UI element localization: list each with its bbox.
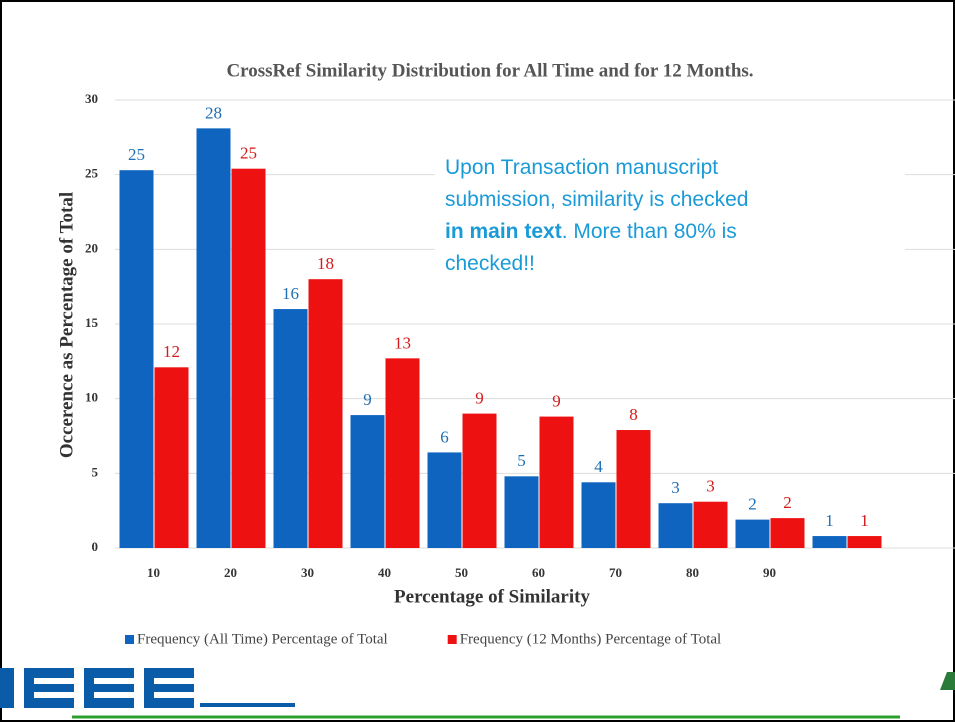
value-label: 4: [594, 457, 603, 476]
bar: [504, 476, 539, 548]
y-tick-label: 25: [85, 166, 99, 181]
y-tick-label: 20: [85, 240, 98, 255]
bar: [770, 518, 805, 548]
value-label: 16: [282, 284, 299, 303]
value-label: 9: [475, 389, 484, 408]
bar: [427, 452, 462, 548]
value-label: 1: [860, 511, 869, 530]
annotation: submission, similarity is checked: [445, 188, 748, 211]
annotation-line: checked!!: [445, 252, 535, 275]
value-label: 25: [240, 144, 257, 163]
annotation-line: . More than 80% is: [562, 220, 737, 243]
x-tick-label: 30: [301, 565, 314, 580]
bar: [231, 168, 266, 548]
bar: [658, 503, 693, 548]
bar: [308, 279, 343, 548]
value-label: 2: [783, 493, 792, 512]
bar: [462, 413, 497, 548]
value-label: 1: [825, 511, 834, 530]
value-label: 9: [363, 390, 372, 409]
chart-title: CrossRef Similarity Distribution for All…: [226, 60, 753, 81]
annotation: checked!!: [445, 252, 535, 275]
annotation-line: Upon Transaction manuscript: [445, 156, 718, 179]
value-label: 8: [629, 405, 638, 424]
value-label: 3: [706, 477, 715, 496]
y-tick-label: 10: [85, 390, 98, 405]
value-label: 3: [671, 478, 680, 497]
bar: [693, 501, 728, 548]
bar: [847, 536, 882, 548]
x-tick-label: 80: [686, 565, 699, 580]
value-label: 12: [163, 342, 180, 361]
legend-label: Frequency (All Time) Percentage of Total: [137, 631, 388, 647]
y-tick-label: 0: [92, 539, 99, 554]
annotation: in main text. More than 80% is: [445, 220, 737, 243]
bar: [539, 416, 574, 548]
bar: [735, 519, 770, 548]
bar: [385, 358, 420, 548]
logo: [0, 668, 295, 708]
bar: [812, 536, 847, 548]
annotation: Upon Transaction manuscript: [445, 156, 718, 179]
bar: [273, 309, 308, 548]
x-tick-label: 60: [532, 565, 545, 580]
bar: [350, 415, 385, 548]
legend-label: Frequency (12 Months) Percentage of Tota…: [460, 631, 722, 647]
legend-swatch: [447, 635, 457, 644]
bar: [196, 128, 231, 548]
bar: [119, 170, 154, 549]
value-label: 2: [748, 495, 757, 514]
y-tick-label: 15: [85, 315, 99, 330]
bar: [154, 367, 189, 548]
value-label: 28: [205, 103, 222, 122]
x-tick-label: 20: [224, 565, 237, 580]
value-label: 18: [317, 254, 334, 273]
value-label: 6: [440, 427, 449, 446]
y-axis-label: Occerence as Percentage of Total: [56, 192, 77, 458]
value-label: 25: [128, 145, 145, 164]
x-tick-label: 40: [378, 565, 391, 580]
annotation-bg: [435, 122, 905, 272]
x-tick-label: 10: [147, 565, 160, 580]
annotation-bold: in main text: [445, 220, 562, 243]
x-tick-label: 90: [763, 565, 776, 580]
bar: [581, 482, 616, 548]
x-tick-label: 70: [609, 565, 622, 580]
x-axis-label: Percentage of Similarity: [394, 586, 590, 607]
footer-logo-right: [940, 672, 955, 690]
y-tick-label: 5: [92, 464, 99, 479]
value-label: 5: [517, 451, 526, 470]
value-label: 9: [552, 391, 561, 410]
legend-swatch: [125, 635, 134, 644]
x-tick-label: 50: [455, 565, 468, 580]
annotation-line: submission, similarity is checked: [445, 188, 748, 211]
y-tick-label: 30: [85, 91, 98, 106]
value-label: 13: [394, 333, 411, 352]
bar: [616, 430, 651, 548]
